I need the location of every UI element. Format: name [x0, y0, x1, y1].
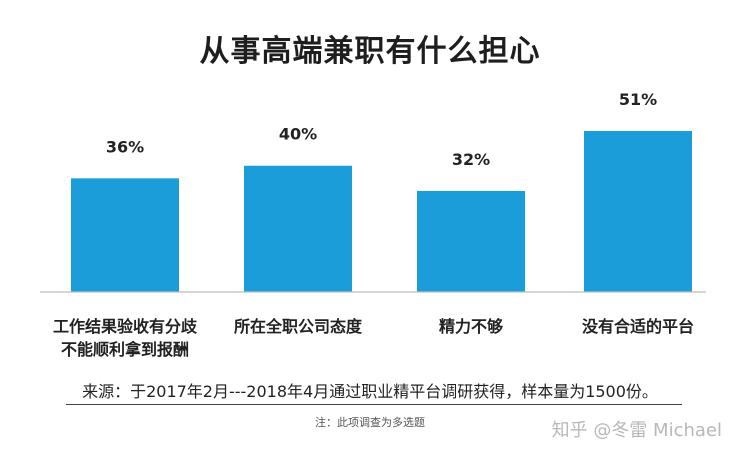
value-label-4: 51% — [619, 90, 657, 109]
bar-2 — [244, 165, 352, 292]
source-underline — [66, 404, 682, 405]
value-label-3: 32% — [452, 150, 490, 169]
source-text: 来源：于2017年2月---2018年4月通过职业精平台调研获得，样本量为150… — [82, 382, 658, 401]
bar-3 — [417, 190, 525, 292]
survey-note: 注：此项调查为多选题 — [315, 416, 425, 429]
chart-title: 从事高端兼职有什么担心 — [199, 34, 541, 69]
watermark: 知乎 @冬雷 Michael — [551, 420, 722, 441]
value-label-2: 40% — [279, 125, 317, 144]
bar-4 — [584, 131, 692, 292]
category-label-4: 没有合适的平台 — [582, 317, 694, 336]
category-label-1-line-1: 工作结果验收有分歧 — [53, 317, 198, 336]
value-label-1: 36% — [106, 137, 144, 156]
bar-1 — [71, 178, 179, 292]
category-label-1-line-2: 不能顺利拿到报酬 — [61, 340, 189, 359]
category-label-2: 所在全职公司态度 — [234, 317, 363, 336]
category-label-3: 精力不够 — [439, 317, 503, 336]
